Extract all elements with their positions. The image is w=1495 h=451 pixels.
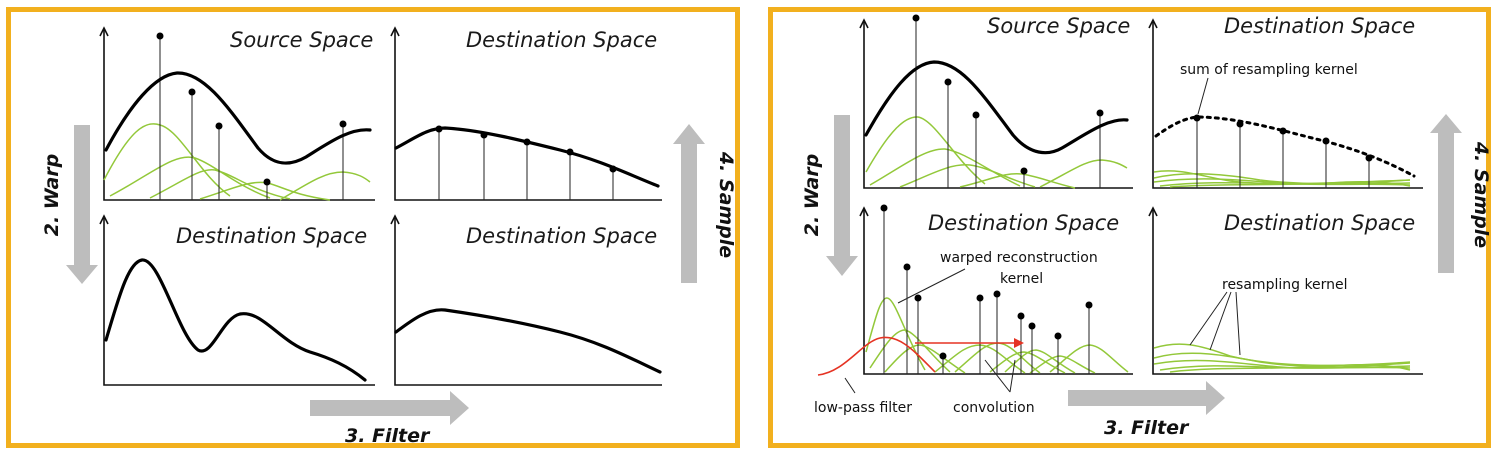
- right-resampling-kernel-annotation: resampling kernel: [1222, 277, 1348, 293]
- right-warp-step: 2. Warp: [801, 115, 858, 276]
- left-source-samples: [156, 32, 347, 200]
- left-dest-warped-axes: [103, 218, 375, 386]
- right-convolution-annotation: convolution: [953, 400, 1035, 416]
- right-filter-step: 3. Filter: [1068, 381, 1225, 439]
- left-source-axes: [103, 30, 375, 201]
- left-filter-step: 3. Filter: [310, 391, 469, 447]
- left-source-signal: [104, 71, 372, 165]
- right-low-pass-annotation: low-pass filter: [814, 400, 912, 416]
- right-sum-kernel-leader: [1197, 77, 1209, 115]
- left-sample-label: 4. Sample: [715, 151, 737, 258]
- left-source-plot: Source Space: [99, 26, 375, 201]
- right-dest-warped-samples: [880, 204, 1093, 374]
- right-source-kernels: [865, 116, 1128, 189]
- right-warped-kernel-leader: [897, 268, 966, 304]
- right-low-pass-leader: [844, 377, 856, 394]
- left-diagram: Source Space Destination Space Destinati…: [41, 26, 737, 447]
- left-dest-warped-signal: [104, 258, 367, 382]
- right-warp-label: 2. Warp: [801, 154, 823, 237]
- right-sample-arrow: [1430, 114, 1462, 273]
- right-source-title: Source Space: [987, 14, 1130, 38]
- left-dest-sampled-samples: [435, 125, 617, 200]
- left-dest-filtered-title: Destination Space: [466, 224, 657, 248]
- right-filter-label: 3. Filter: [1104, 417, 1190, 439]
- right-warp-arrow: [826, 115, 858, 276]
- left-source-title: Source Space: [230, 28, 373, 52]
- right-convolution-leader: [984, 359, 1016, 393]
- left-dest-sampled-signal: [394, 126, 660, 188]
- right-source-signal: [864, 60, 1129, 155]
- left-dest-filtered-axes: [394, 218, 662, 386]
- left-dest-warped-title: Destination Space: [176, 224, 367, 248]
- left-dest-sampled-axes: [394, 30, 662, 201]
- left-warp-step: 2. Warp: [41, 125, 98, 284]
- right-dest-sum-kernels: [1153, 170, 1411, 188]
- right-dest-warped-axes: [863, 210, 1133, 375]
- right-warped-kernel-annotation-1: warped reconstruction: [940, 250, 1098, 266]
- left-source-y-arrow: [99, 26, 109, 37]
- right-dest-warped-plot: warped reconstruction kernel low-pass fi…: [814, 204, 1133, 416]
- right-dest-sum-plot: sum of resampling kernel Destination Spa…: [1148, 14, 1423, 189]
- right-dest-resampling-title: Destination Space: [1224, 211, 1415, 235]
- right-filter-arrow: [1068, 381, 1225, 415]
- left-dest-sampled-title: Destination Space: [466, 28, 657, 52]
- right-source-plot: Source Space: [859, 14, 1133, 189]
- left-sample-arrow: [673, 124, 705, 283]
- right-warped-kernel-annotation-2: kernel: [1000, 271, 1043, 287]
- right-sample-step: 4. Sample: [1430, 114, 1492, 273]
- right-source-axes: [863, 22, 1133, 189]
- right-dest-sum-title: Destination Space: [1224, 14, 1415, 38]
- right-sample-label: 4. Sample: [1470, 141, 1492, 248]
- left-source-kernels: [103, 123, 371, 201]
- right-source-samples: [912, 14, 1104, 188]
- right-dest-warped-title: Destination Space: [928, 211, 1119, 235]
- right-diagram: Source Space sum of resampling k: [801, 14, 1492, 439]
- right-dest-resampling-axes: [1152, 210, 1423, 375]
- right-dest-sum-curve: [1154, 115, 1416, 178]
- right-resampling-kernel-leader: [1189, 291, 1241, 356]
- left-filter-arrow: [310, 391, 469, 425]
- left-sample-step: 4. Sample: [673, 124, 737, 283]
- left-diagram-frame: [6, 7, 740, 448]
- left-dest-warped-plot: Destination Space: [99, 214, 375, 386]
- left-dest-filtered-plot: Destination Space: [390, 214, 662, 386]
- right-low-pass-filter-curve: [817, 336, 936, 376]
- left-dest-filtered-signal: [394, 308, 662, 374]
- right-dest-sum-samples: [1193, 114, 1373, 188]
- left-warp-arrow: [66, 125, 98, 284]
- left-warp-label: 2. Warp: [41, 154, 63, 237]
- right-sum-kernel-annotation: sum of resampling kernel: [1180, 62, 1358, 78]
- left-filter-label: 3. Filter: [345, 425, 431, 447]
- right-dest-sum-axes: [1152, 22, 1423, 189]
- right-dest-resampling-plot: resampling kernel Destination Space: [1148, 206, 1423, 375]
- right-dest-resampling-kernels: [1153, 343, 1411, 373]
- left-dest-sampled-plot: Destination Space: [390, 26, 662, 201]
- right-convolution-arrowhead: [1014, 338, 1024, 348]
